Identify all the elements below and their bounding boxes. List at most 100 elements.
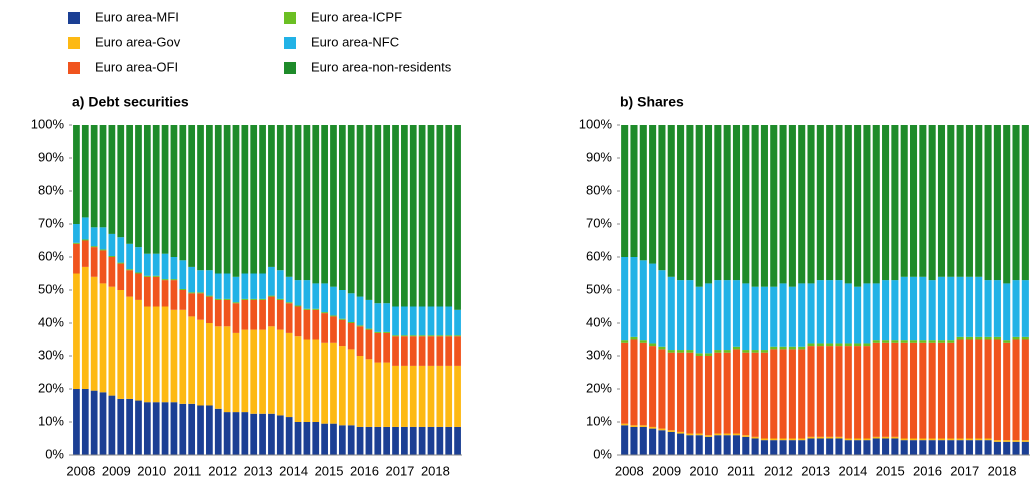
- bar-segment: [135, 299, 142, 401]
- bar-segment: [338, 125, 346, 290]
- bar-segment: [135, 125, 142, 248]
- bar-segment: [285, 276, 293, 303]
- bar-segment: [937, 276, 946, 341]
- bar-segment: [658, 430, 666, 455]
- bar-segment: [639, 342, 647, 426]
- bar-segment: [303, 280, 311, 309]
- bar-segment: [956, 336, 964, 340]
- bar-segment: [779, 125, 787, 284]
- bar-segment: [621, 425, 629, 455]
- bar-segment: [152, 402, 160, 455]
- bar-segment: [686, 435, 694, 455]
- bar-segment: [81, 240, 89, 267]
- bar-segment: [409, 335, 417, 337]
- bar-segment: [73, 389, 80, 455]
- bar-segment: [947, 438, 955, 441]
- bar-segment: [928, 340, 936, 343]
- bar-segment: [1003, 440, 1011, 442]
- bar-segment: [919, 276, 927, 341]
- bar-segment: [798, 440, 806, 455]
- bar-segment: [621, 340, 629, 343]
- bar-segment: [179, 289, 187, 290]
- bar-segment: [250, 125, 258, 274]
- legend-swatch: [68, 62, 80, 74]
- bar-segment: [117, 263, 125, 290]
- bar-segment: [330, 315, 337, 317]
- bar-segment: [73, 273, 80, 389]
- bar-segment: [338, 318, 346, 320]
- bar-segment: [232, 125, 240, 277]
- legend-label: Euro area-non-residents: [311, 59, 452, 74]
- bar-segment: [321, 313, 328, 343]
- bar-segment: [872, 342, 880, 437]
- bar-segment: [1012, 339, 1020, 441]
- bar-segment: [294, 305, 302, 307]
- y-tick-label: 50%: [586, 281, 612, 296]
- x-tick-label: 2016: [350, 463, 379, 478]
- bar-segment: [418, 336, 426, 366]
- bar-segment: [947, 342, 955, 439]
- bar-segment: [276, 298, 284, 300]
- bar-segment: [152, 125, 160, 254]
- bar-segment: [1021, 441, 1029, 455]
- bar-segment: [723, 352, 731, 434]
- bar-segment: [891, 438, 899, 455]
- bar-segment: [90, 125, 98, 228]
- bar-segment: [126, 243, 133, 270]
- x-tick-label: 2014: [279, 463, 308, 478]
- bar-segment: [206, 125, 213, 271]
- bar-segment: [143, 402, 151, 455]
- bar-segment: [863, 283, 871, 344]
- bar-segment: [1003, 125, 1011, 284]
- bar-segment: [374, 332, 382, 363]
- y-tick-label: 20%: [38, 380, 64, 395]
- bar-segment: [73, 242, 80, 244]
- bar-segment: [241, 329, 249, 413]
- bar-segment: [872, 438, 880, 455]
- legend-label: Euro area-MFI: [95, 9, 179, 24]
- bar-segment: [844, 440, 852, 455]
- bar-segment: [392, 426, 399, 455]
- bar-segment: [383, 362, 391, 427]
- bar-segment: [770, 286, 778, 347]
- bar-segment: [90, 227, 98, 247]
- bar-segment: [975, 336, 983, 340]
- bar-segment: [1021, 339, 1029, 441]
- bar-segment: [454, 125, 461, 310]
- bar-segment: [303, 339, 311, 422]
- bar-segment: [303, 309, 311, 340]
- bar-segment: [770, 346, 778, 350]
- bar-segment: [779, 283, 787, 347]
- bar-segment: [152, 253, 160, 276]
- bar-segment: [742, 436, 750, 455]
- bar-segment: [312, 125, 320, 284]
- bar-segment: [704, 356, 713, 436]
- legend-swatch: [284, 12, 296, 24]
- bar-segment: [919, 440, 927, 455]
- bar-segment: [188, 293, 196, 317]
- bar-segment: [900, 440, 908, 455]
- bar-segment: [445, 365, 453, 427]
- bar-segment: [984, 336, 992, 340]
- bar-segment: [621, 257, 629, 341]
- bar-segment: [170, 125, 178, 257]
- bar-segment: [445, 306, 453, 336]
- bar-segment: [436, 336, 444, 366]
- bar-segment: [630, 426, 638, 455]
- bar-segment: [751, 352, 759, 437]
- bar-segment: [826, 280, 834, 344]
- x-tick-label: 2011: [727, 463, 755, 478]
- bar-segment: [143, 276, 151, 307]
- bar-segment: [844, 346, 852, 439]
- bar-segment: [436, 365, 444, 427]
- bar-segment: [126, 270, 133, 297]
- bar-segment: [427, 335, 435, 337]
- bar-segment: [436, 335, 444, 337]
- bar-segment: [418, 426, 426, 455]
- bar-segment: [90, 247, 98, 277]
- bar-segment: [81, 125, 89, 218]
- bar-segment: [206, 270, 213, 296]
- bar-segment: [241, 299, 249, 330]
- x-tick-label: 2015: [315, 463, 344, 478]
